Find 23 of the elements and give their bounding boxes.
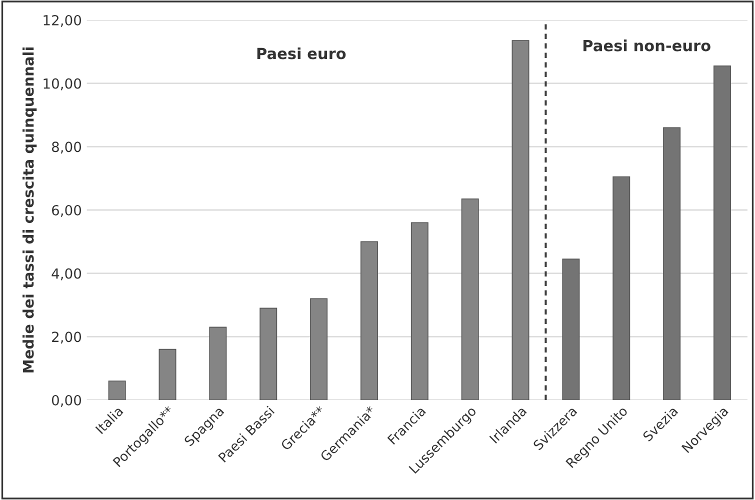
y-tick-label: 6,00 [52, 204, 82, 217]
bar [410, 222, 428, 400]
bar [158, 348, 176, 400]
y-tick-label: 4,00 [52, 268, 82, 280]
bar [713, 65, 731, 400]
y-tick-label: 2,00 [52, 332, 82, 344]
bar [562, 258, 580, 400]
annotation: Paesi non-euro [584, 40, 710, 52]
bar [512, 40, 530, 400]
bar [461, 198, 479, 400]
y-tick-label: 10,00 [44, 78, 82, 90]
y-tick-label: 8,00 [52, 142, 82, 154]
bar [360, 241, 378, 400]
bar [310, 298, 328, 400]
bar [260, 308, 278, 400]
bar [108, 380, 126, 400]
bar [612, 176, 630, 400]
y-tick-label: 0,00 [52, 394, 82, 407]
annotation: Paesi euro [257, 47, 346, 60]
bar [663, 127, 681, 400]
y-axis-title: Medie dei tassi di crescita quinquennali [22, 48, 37, 372]
bar [209, 326, 227, 400]
y-tick-label: 12,00 [44, 14, 82, 27]
